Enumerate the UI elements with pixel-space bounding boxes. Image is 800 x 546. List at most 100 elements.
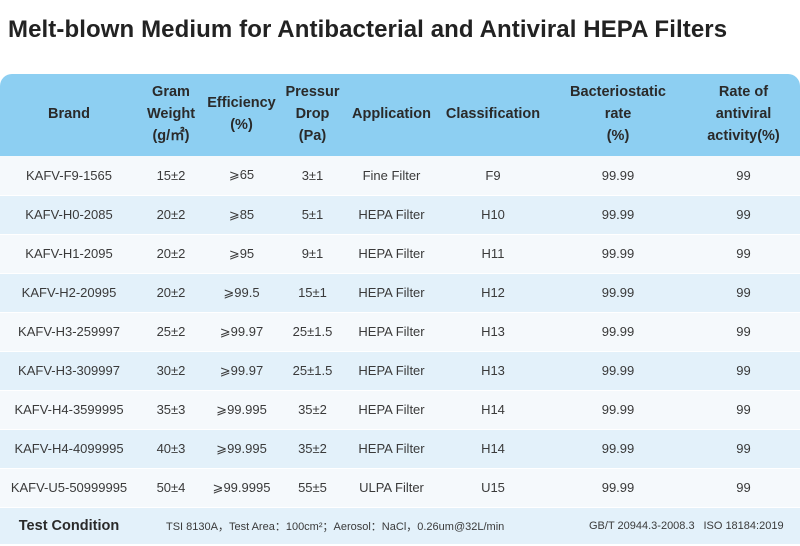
header-gram-line1: Gram <box>152 84 190 101</box>
header-eff-line2: (%) <box>230 117 253 133</box>
header-row: Brand Gram Weight (g/㎡) Efficiency (%) P… <box>0 74 800 156</box>
test-condition-row: Test Condition TSI 8130A，Test Area：100cm… <box>0 506 800 544</box>
cell-application: HEPA Filter <box>346 389 437 429</box>
cell-gram-weight: 20±2 <box>138 233 204 273</box>
cell-gram-weight: 15±2 <box>156 167 186 183</box>
header-gram-line2: Weight <box>146 106 196 123</box>
test-condition-iso: ISO 18184:2019 <box>687 506 800 544</box>
test-condition-details: TSI 8130A，Test Area：100cm²；Aerosol：NaCl，… <box>138 506 549 544</box>
cell-classification: H13 <box>437 350 549 390</box>
page-title: Melt-blown Medium for Antibacterial and … <box>8 16 728 43</box>
cell-gram-weight: 20±2 <box>138 272 204 312</box>
table-row: KAFV-F9-1565 15±2 ⩾65 3±1 Fine Filter F9… <box>0 156 800 195</box>
spec-table: Brand Gram Weight (g/㎡) Efficiency (%) P… <box>0 74 800 544</box>
table-header: Brand Gram Weight (g/㎡) Efficiency (%) P… <box>0 74 800 156</box>
header-application-label: Application <box>352 106 431 123</box>
cell-bacteriostatic-rate: 99.99 <box>549 311 687 351</box>
cell-antiviral-rate: 99 <box>687 467 800 507</box>
cell-gram-weight: 50±4 <box>138 467 204 507</box>
header-application: Application <box>346 74 437 156</box>
cell-antiviral-rate: 99 <box>687 428 800 468</box>
table-row: KAFV-H2-20995 20±2 ⩾99.5 15±1 HEPA Filte… <box>0 272 800 312</box>
table-row: KAFV-H3-309997 30±2 ⩾99.97 25±1.5 HEPA F… <box>0 350 800 390</box>
cell-application: HEPA Filter <box>346 272 437 312</box>
cell-antiviral-rate: 99 <box>687 311 800 351</box>
cell-classification: H11 <box>437 233 549 273</box>
cell-classification: F9 <box>485 167 501 183</box>
header-pres-line2: Drop <box>295 106 330 123</box>
cell-application: ULPA Filter <box>346 467 437 507</box>
cell-bacteriostatic-rate: 99.99 <box>549 428 687 468</box>
cell-efficiency: ⩾85 <box>204 194 279 234</box>
cell-pressure-drop: 35±2 <box>279 389 346 429</box>
cell-brand: KAFV-H2-20995 <box>0 272 138 312</box>
header-rate-line3: activity(%) <box>707 127 780 144</box>
cell-brand: KAFV-H1-2095 <box>0 233 138 273</box>
cell-efficiency: ⩾99.97 <box>204 350 279 390</box>
cell-application: HEPA Filter <box>346 311 437 351</box>
header-efficiency: Efficiency (%) <box>204 74 279 156</box>
cell-bacteriostatic-rate: 99.99 <box>549 467 687 507</box>
cell-brand: KAFV-H4-3599995 <box>0 389 138 429</box>
cell-antiviral-rate: 99 <box>687 389 800 429</box>
header-gram-line3: (g/㎡) <box>152 127 190 144</box>
header-brand: Brand <box>0 74 138 156</box>
header-bact-line3: (%) <box>606 127 630 144</box>
cell-brand: KAFV-H3-259997 <box>0 311 138 351</box>
header-gram-weight: Gram Weight (g/㎡) <box>138 74 204 156</box>
cell-bacteriostatic-rate: 99.99 <box>549 233 687 273</box>
cell-antiviral-rate: 99 <box>687 272 800 312</box>
cell-antiviral-rate: 99 <box>736 167 751 183</box>
table-row: KAFV-U5-50999995 50±4 ⩾99.9995 55±5 ULPA… <box>0 467 800 507</box>
cell-classification: H12 <box>437 272 549 312</box>
cell-bacteriostatic-rate: 99.99 <box>549 350 687 390</box>
table-row: KAFV-H4-3599995 35±3 ⩾99.995 35±2 HEPA F… <box>0 389 800 429</box>
header-rate-line2: antiviral <box>715 106 772 123</box>
cell-classification: H13 <box>437 311 549 351</box>
cell-efficiency: ⩾99.5 <box>204 272 279 312</box>
cell-antiviral-rate: 99 <box>687 350 800 390</box>
cell-application: HEPA Filter <box>346 350 437 390</box>
cell-brand: KAFV-H4-4099995 <box>0 428 138 468</box>
cell-gram-weight: 40±3 <box>138 428 204 468</box>
cell-gram-weight: 30±2 <box>138 350 204 390</box>
cell-efficiency: ⩾95 <box>204 233 279 273</box>
cell-classification: H10 <box>437 194 549 234</box>
header-brand-label: Brand <box>48 106 90 123</box>
cell-brand: KAFV-H0-2085 <box>0 194 138 234</box>
cell-efficiency: ⩾99.9995 <box>204 467 279 507</box>
test-condition-standard: GB/T 20944.3-2008.3 <box>549 506 695 544</box>
cell-brand: KAFV-F9-1565 <box>26 167 112 183</box>
cell-bacteriostatic-rate: 99.99 <box>549 389 687 429</box>
header-bacteriostatic-rate: Bacteriostatic rate (%) <box>549 74 687 156</box>
table-row: KAFV-H0-2085 20±2 ⩾85 5±1 HEPA Filter H1… <box>0 194 800 234</box>
cell-classification: U15 <box>437 467 549 507</box>
cell-pressure-drop: 25±1.5 <box>279 350 346 390</box>
cell-gram-weight: 35±3 <box>138 389 204 429</box>
cell-bacteriostatic-rate: 99.99 <box>601 167 635 183</box>
cell-pressure-drop: 25±1.5 <box>279 311 346 351</box>
cell-efficiency: ⩾99.995 <box>204 389 279 429</box>
cell-pressure-drop: 15±1 <box>279 272 346 312</box>
table-row: KAFV-H1-2095 20±2 ⩾95 9±1 HEPA Filter H1… <box>0 233 800 273</box>
table-body: KAFV-F9-1565 15±2 ⩾65 3±1 Fine Filter F9… <box>0 156 800 507</box>
cell-efficiency: ⩾65 <box>228 167 255 183</box>
header-antiviral-rate: Rate of antiviral activity(%) <box>687 74 800 156</box>
cell-classification: H14 <box>437 428 549 468</box>
cell-efficiency: ⩾99.995 <box>204 428 279 468</box>
cell-efficiency: ⩾99.97 <box>204 311 279 351</box>
header-rate-line1: Rate of <box>718 84 769 101</box>
cell-brand: KAFV-H3-309997 <box>0 350 138 390</box>
cell-application: Fine Filter <box>362 167 421 183</box>
header-classification: Classification <box>437 74 549 156</box>
table-row: KAFV-H3-259997 25±2 ⩾99.97 25±1.5 HEPA F… <box>0 311 800 351</box>
cell-pressure-drop: 9±1 <box>279 233 346 273</box>
cell-bacteriostatic-rate: 99.99 <box>549 194 687 234</box>
cell-application: HEPA Filter <box>346 428 437 468</box>
header-pres-line3: (Pa) <box>298 127 327 144</box>
cell-gram-weight: 20±2 <box>138 194 204 234</box>
header-pressure-drop: Pressur Drop (Pa) <box>279 74 346 156</box>
cell-antiviral-rate: 99 <box>687 194 800 234</box>
cell-gram-weight: 25±2 <box>138 311 204 351</box>
cell-pressure-drop: 5±1 <box>279 194 346 234</box>
